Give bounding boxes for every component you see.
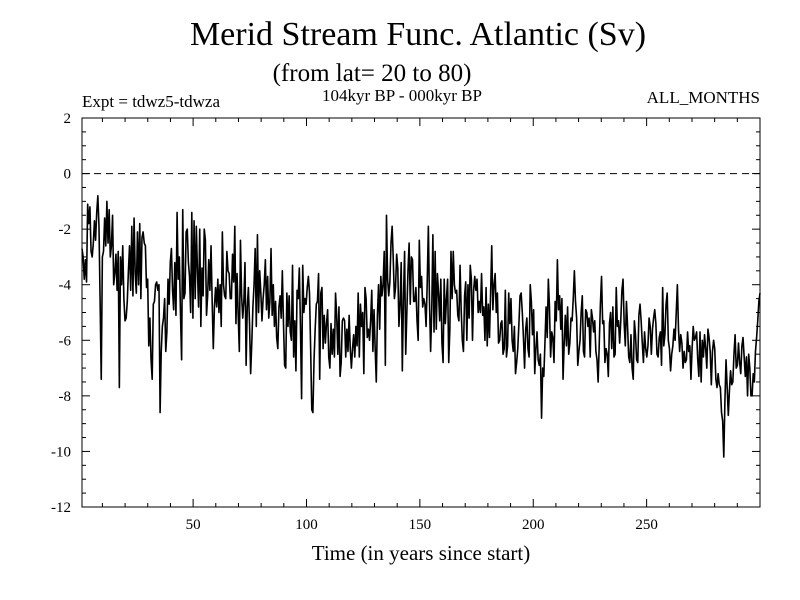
data-series-line xyxy=(81,195,761,458)
chart-subtitle: (from lat= 20 to 80) xyxy=(272,60,472,87)
y-tick-label: 0 xyxy=(64,167,72,183)
y-tick-label: -4 xyxy=(59,278,72,294)
y-tick-label: -12 xyxy=(51,500,71,516)
x-tick-label: 50 xyxy=(186,517,201,533)
y-tick-label: -2 xyxy=(59,222,72,238)
x-axis-label: Time (in years since start) xyxy=(311,541,531,565)
chart-title: Merid Stream Func. Atlantic (Sv) xyxy=(189,16,647,53)
y-tick-label: 2 xyxy=(64,111,72,127)
months-label: ALL_MONTHS xyxy=(646,88,760,107)
y-tick-label: -10 xyxy=(51,444,71,460)
x-tick-label: 250 xyxy=(635,517,658,533)
plot-frame xyxy=(81,117,761,508)
y-tick-label: -6 xyxy=(59,333,72,349)
y-tick-label: -8 xyxy=(59,389,72,405)
x-tick-label: 200 xyxy=(522,517,545,533)
x-tick-label: 150 xyxy=(409,517,432,533)
x-tick-label: 100 xyxy=(295,517,318,533)
period-label: 104kyr BP - 000kyr BP xyxy=(322,86,482,105)
experiment-label: Expt = tdwz5-tdwza xyxy=(82,92,220,111)
